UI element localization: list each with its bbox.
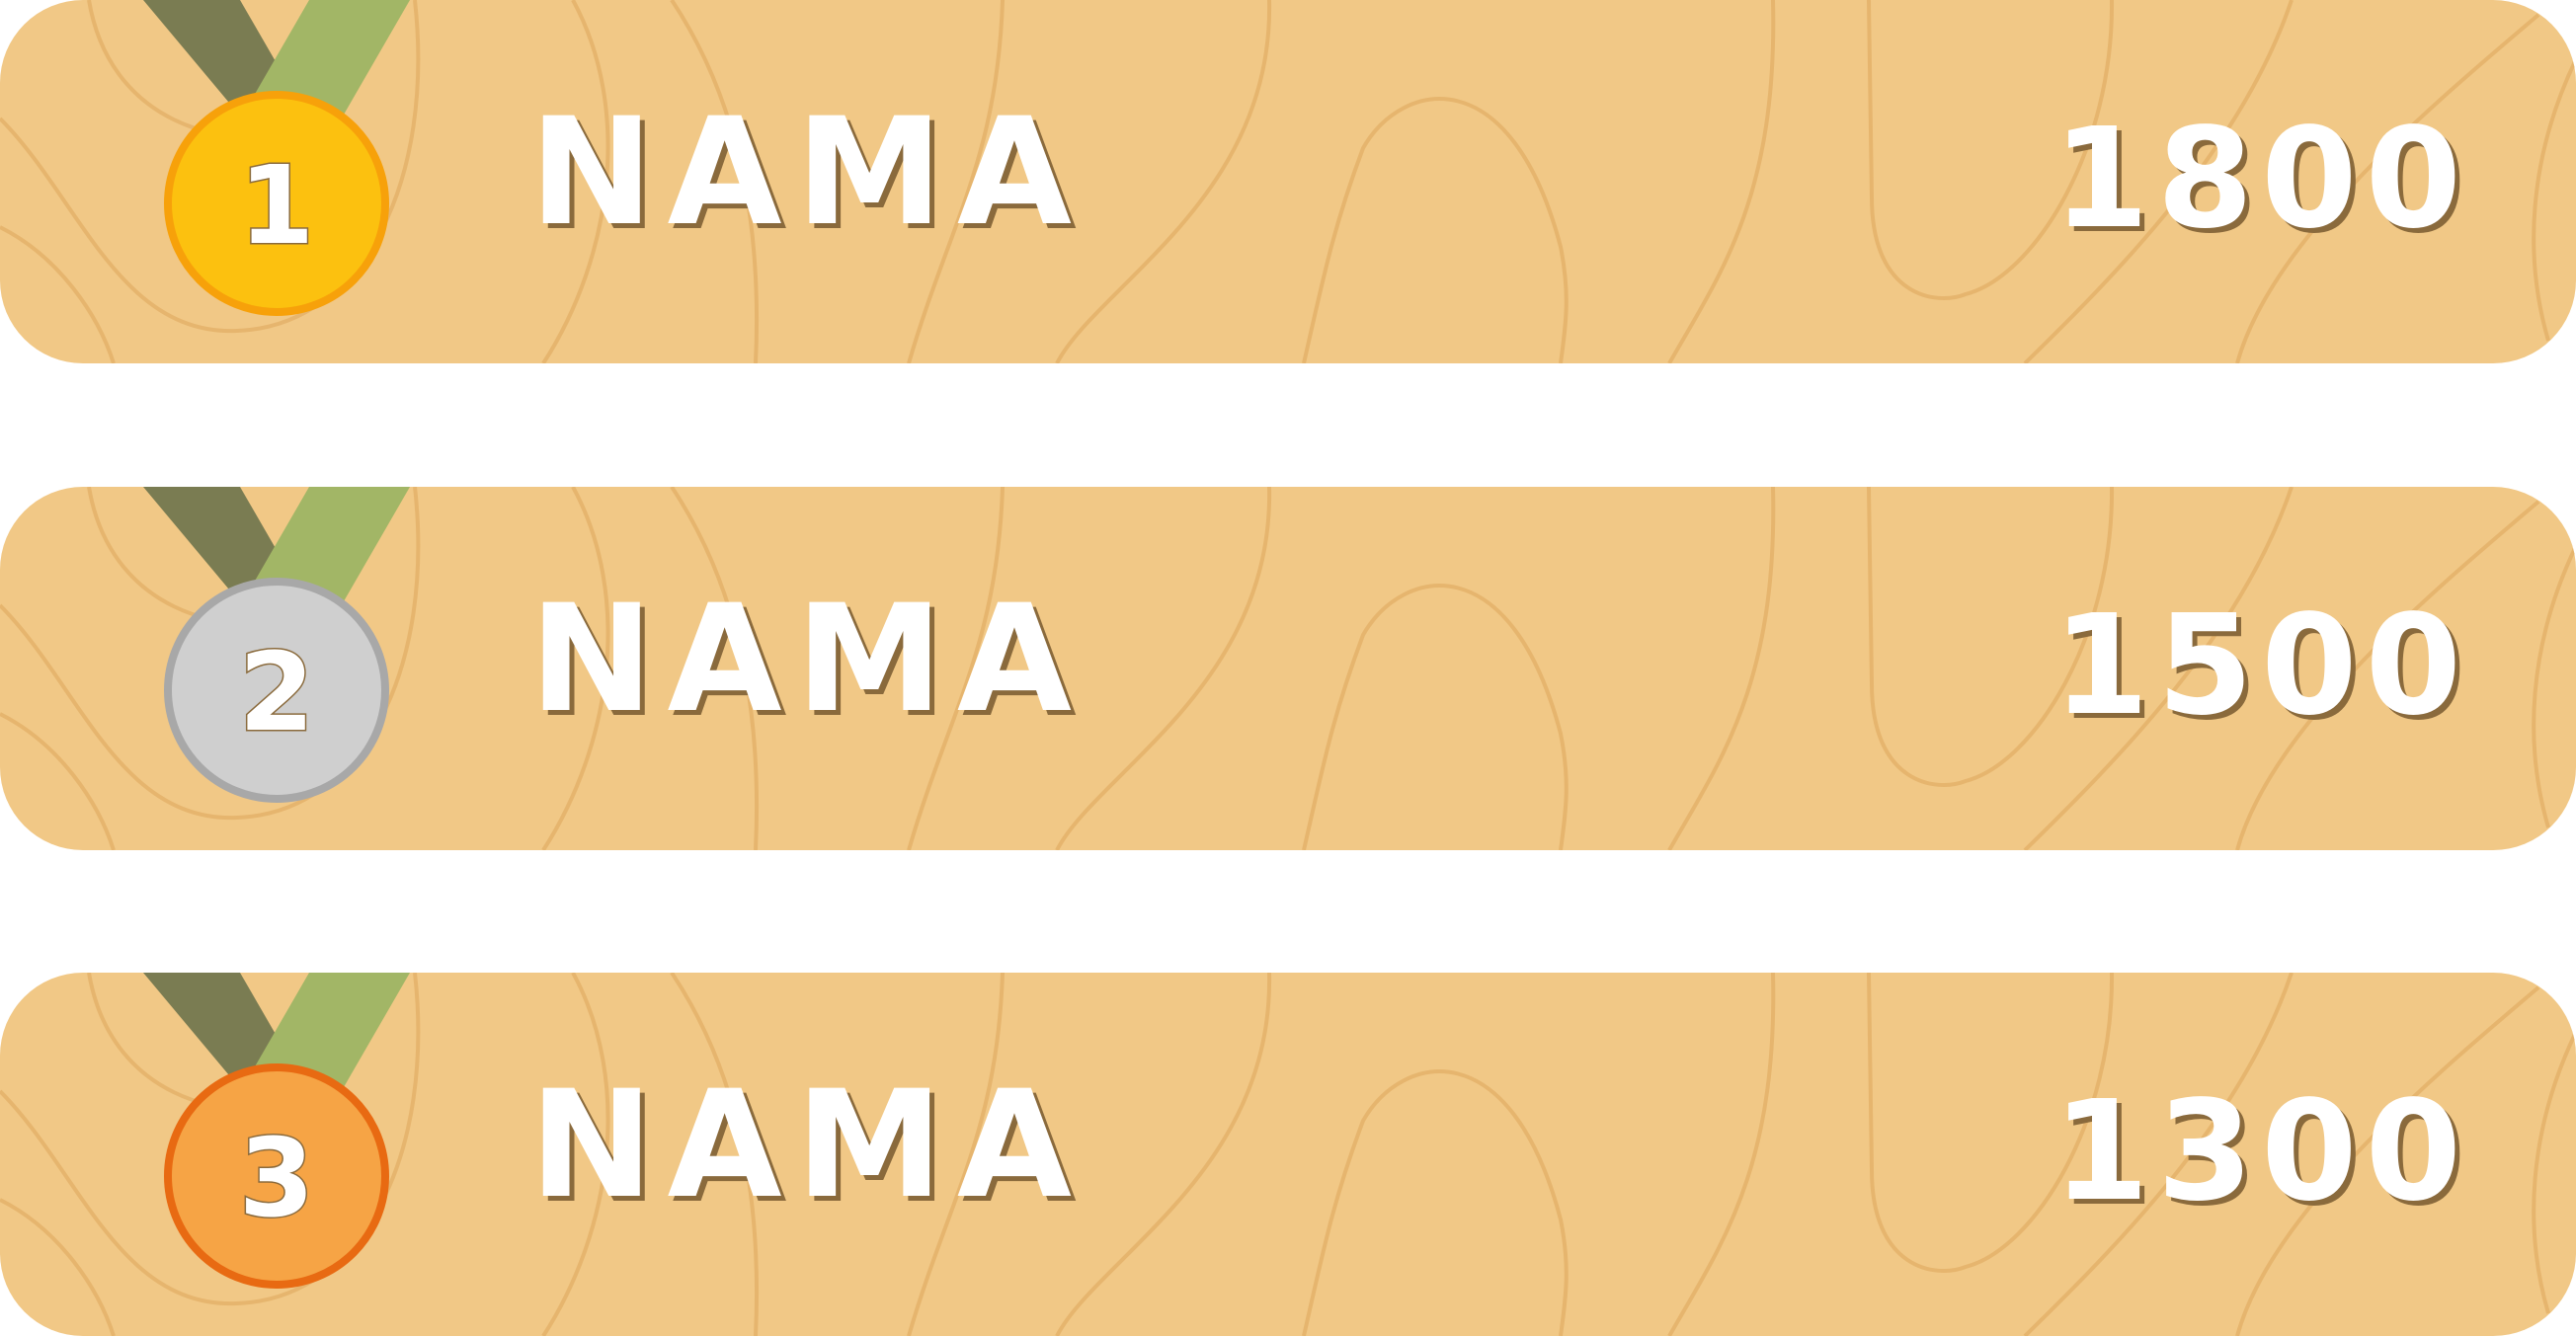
player-name: NAMA — [529, 1060, 1086, 1231]
leaderboard-row-1: 1 NAMA 1800 — [0, 0, 2576, 363]
bronze-medal-icon: 3 — [143, 973, 410, 1289]
silver-medal-icon: 2 — [143, 487, 410, 803]
gold-medal-icon: 1 — [143, 0, 410, 316]
rank-number: 1 — [239, 142, 315, 269]
player-score: 1300 — [2053, 1071, 2469, 1232]
player-score: 1500 — [2053, 586, 2469, 747]
wood-pattern — [0, 0, 2576, 363]
leaderboard-row-2: 2 NAMA 1500 — [0, 487, 2576, 850]
wood-pattern — [0, 487, 2576, 850]
wood-pattern — [0, 973, 2576, 1336]
player-score: 1800 — [2053, 99, 2469, 260]
rank-number: 3 — [239, 1115, 315, 1241]
leaderboard-row-3: 3 NAMA 1300 — [0, 973, 2576, 1336]
rank-number: 2 — [239, 629, 315, 755]
player-name: NAMA — [529, 574, 1086, 746]
player-name: NAMA — [529, 87, 1086, 259]
